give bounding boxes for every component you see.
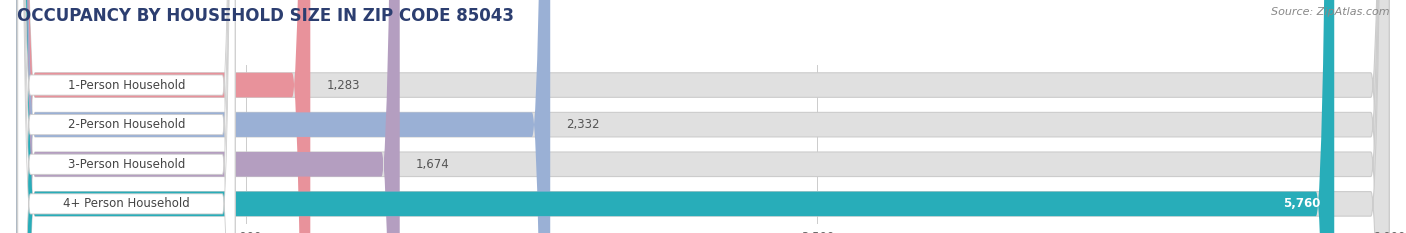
Text: 2-Person Household: 2-Person Household xyxy=(67,118,186,131)
FancyBboxPatch shape xyxy=(17,0,399,233)
Text: OCCUPANCY BY HOUSEHOLD SIZE IN ZIP CODE 85043: OCCUPANCY BY HOUSEHOLD SIZE IN ZIP CODE … xyxy=(17,7,513,25)
FancyBboxPatch shape xyxy=(18,0,235,233)
Text: 1-Person Household: 1-Person Household xyxy=(67,79,186,92)
FancyBboxPatch shape xyxy=(17,0,550,233)
FancyBboxPatch shape xyxy=(18,0,235,233)
Text: 5,760: 5,760 xyxy=(1284,197,1320,210)
FancyBboxPatch shape xyxy=(17,0,1389,233)
Text: 2,332: 2,332 xyxy=(567,118,600,131)
FancyBboxPatch shape xyxy=(17,0,1389,233)
Text: 4+ Person Household: 4+ Person Household xyxy=(63,197,190,210)
Text: 1,283: 1,283 xyxy=(326,79,360,92)
FancyBboxPatch shape xyxy=(17,0,1389,233)
Text: 3-Person Household: 3-Person Household xyxy=(67,158,186,171)
FancyBboxPatch shape xyxy=(17,0,311,233)
FancyBboxPatch shape xyxy=(17,0,1334,233)
FancyBboxPatch shape xyxy=(18,0,235,233)
FancyBboxPatch shape xyxy=(17,0,1389,233)
Text: 1,674: 1,674 xyxy=(416,158,450,171)
Text: Source: ZipAtlas.com: Source: ZipAtlas.com xyxy=(1271,7,1389,17)
FancyBboxPatch shape xyxy=(18,0,235,233)
